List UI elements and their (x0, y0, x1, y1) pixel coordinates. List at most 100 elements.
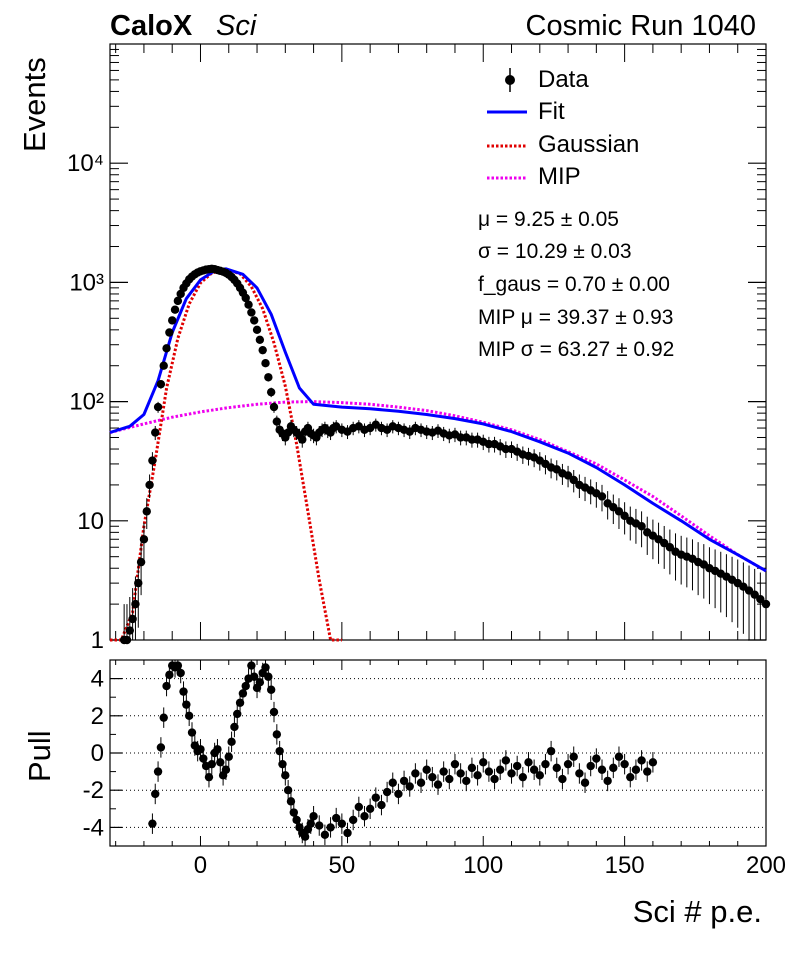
pull-point (179, 687, 188, 696)
pull-point (603, 776, 612, 786)
pull-point (507, 769, 516, 778)
pull-point (637, 756, 646, 765)
pull-point (422, 765, 431, 774)
data-point (128, 614, 137, 624)
data-point (614, 507, 624, 516)
pull-point (439, 767, 448, 776)
main-y-tick-label: 1 (91, 627, 104, 654)
pull-point (354, 802, 364, 812)
fit-curve (109, 267, 767, 573)
mip-curve (109, 400, 767, 573)
gaussian-curve (110, 267, 342, 642)
pull-point (399, 776, 409, 786)
pull-point (348, 815, 358, 825)
data-point (159, 361, 168, 370)
fit-param-fgaus: f_gaus = 0.70 ± 0.00 (478, 273, 670, 296)
data-point (134, 578, 143, 588)
pull-point (377, 800, 386, 810)
pull-point (162, 681, 171, 691)
pull-point (433, 780, 443, 789)
data-point (125, 626, 134, 635)
pull-point (631, 765, 641, 774)
pull-y-tick-label: 4 (91, 666, 104, 693)
pull-point (283, 786, 293, 795)
data-point (750, 590, 759, 599)
data-point (620, 511, 629, 521)
fit-param-mu: μ = 9.25 ± 0.05 (478, 208, 619, 231)
pull-y-tick-label: 0 (91, 740, 104, 767)
pull-point (275, 746, 284, 756)
pull-point (360, 812, 369, 821)
pull-point (518, 772, 528, 782)
pull-x-axis-ticks: 0 50 100 150 200 (115, 660, 786, 879)
pull-point (456, 769, 465, 778)
pull-point (371, 793, 380, 802)
pull-point (529, 765, 539, 774)
data-point (264, 373, 273, 382)
x-tick-label: 200 (746, 852, 786, 879)
x-tick-label: 100 (463, 852, 503, 879)
pull-point (320, 830, 330, 840)
pull-point (614, 752, 624, 761)
pull-point (230, 722, 239, 732)
main-y-tick-label: 10⁴ (67, 150, 104, 177)
pull-point (182, 700, 191, 709)
pull-point (269, 707, 279, 717)
main-y-axis-label: Events (17, 57, 52, 152)
pull-point (620, 759, 629, 769)
pull-point (278, 759, 287, 769)
pull-point (592, 754, 601, 763)
pull-point (292, 815, 301, 825)
detector-name: Sci (216, 10, 257, 42)
pull-point (643, 767, 652, 776)
main-y-tick-label: 10² (69, 389, 104, 416)
pull-y-tick-label: 2 (91, 703, 104, 730)
pull-point (315, 821, 324, 830)
pull-point (332, 813, 341, 823)
pull-data-points (148, 660, 658, 846)
pull-point (405, 782, 414, 791)
pull-point (286, 797, 296, 806)
data-point (255, 335, 265, 344)
pull-point (597, 765, 607, 774)
data-point (170, 305, 180, 314)
pull-point (216, 758, 225, 767)
pull-point (558, 774, 567, 784)
pull-point (411, 769, 420, 778)
data-point (665, 543, 675, 552)
legend-data-marker (505, 75, 515, 85)
data-point (298, 435, 307, 444)
data-point (266, 387, 276, 397)
pull-point (255, 678, 265, 687)
pull-point (394, 789, 403, 799)
pull-point (416, 778, 426, 787)
data-point (168, 316, 177, 325)
pull-point (450, 759, 460, 769)
pull-point (490, 774, 499, 784)
legend-data-label: Data (538, 66, 589, 93)
pull-point (337, 819, 347, 828)
data-point (569, 475, 578, 485)
pull-point (261, 663, 270, 672)
main-x-axis-ticks (115, 44, 767, 640)
pull-y-tick-label: -4 (83, 814, 104, 841)
pull-point (176, 668, 185, 678)
x-axis-label: Sci # p.e. (632, 894, 762, 929)
pull-point (151, 789, 160, 799)
pull-point (306, 819, 315, 828)
data-point (252, 325, 262, 335)
x-tick-label: 50 (329, 852, 356, 879)
pull-point (575, 769, 584, 778)
pull-point (233, 709, 242, 719)
pull-point (512, 761, 522, 771)
pull-point (609, 763, 618, 773)
pull-point (241, 681, 250, 691)
pull-point (156, 743, 166, 752)
data-point (139, 535, 149, 544)
fit-param-mip-mu: MIP μ = 39.37 ± 0.93 (478, 306, 674, 329)
main-plot-panel: 1 10 10² 10³ 10⁴ (67, 43, 771, 654)
pull-plot-panel: -4 -2 0 2 4 0 50 100 150 200 (83, 659, 786, 879)
data-point (272, 417, 282, 426)
pull-y-axis-label: Pull (22, 730, 57, 782)
